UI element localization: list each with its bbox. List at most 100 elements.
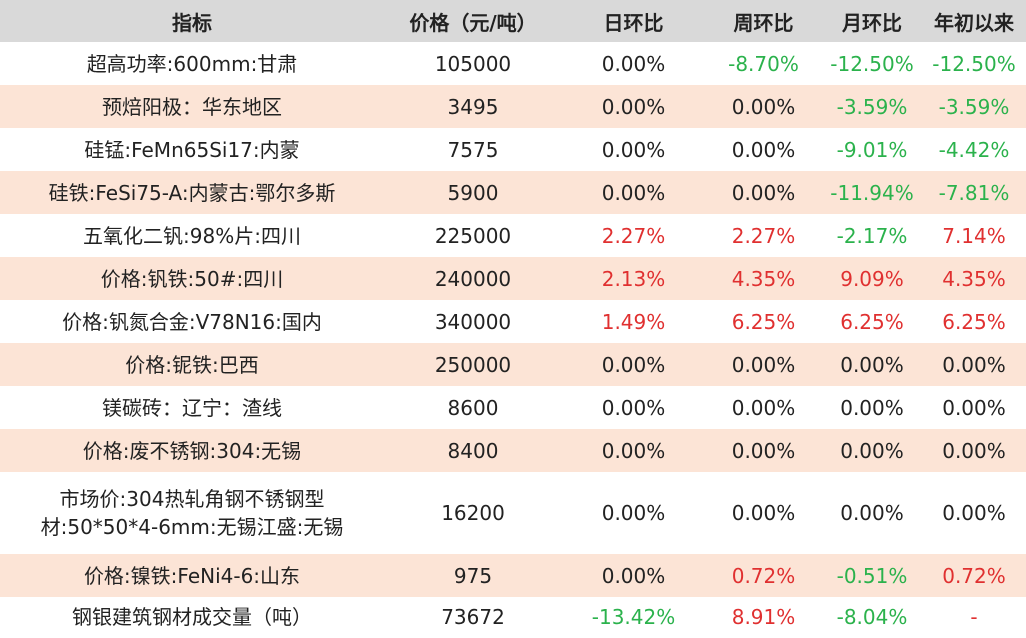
- table-row: 价格:铌铁:巴西 250000 0.00% 0.00% 0.00% 0.00%: [0, 343, 1026, 386]
- cell-ytd-change: -7.81%: [922, 171, 1026, 214]
- cell-indicator: 价格:钒氮合金:V78N16:国内: [62, 309, 322, 334]
- cell-ytd-change: -3.59%: [922, 85, 1026, 128]
- cell-month-change: 0.00%: [822, 343, 922, 386]
- cell-ytd-change: -: [970, 605, 978, 629]
- cell-ytd-change: 0.00%: [922, 343, 1026, 386]
- cell-price: 225000: [434, 223, 512, 248]
- cell-indicator: 价格:钒铁:50#:四川: [0, 257, 384, 300]
- cell-day-change: 2.13%: [562, 257, 705, 300]
- cell-day-change: 0.00%: [601, 395, 666, 420]
- cell-price: 240000: [384, 257, 562, 300]
- cell-ytd-change: 6.25%: [942, 309, 1006, 334]
- cell-indicator: 五氧化二钒:98%片:四川: [83, 223, 301, 248]
- cell-price: 8400: [384, 429, 562, 472]
- cell-ytd-change: 0.00%: [922, 429, 1026, 472]
- cell-day-change: 0.00%: [601, 501, 666, 525]
- cell-ytd-change: 0.00%: [942, 501, 1006, 525]
- cell-ytd-change: 0.72%: [922, 554, 1026, 597]
- cell-month-change: -0.51%: [822, 554, 922, 597]
- cell-indicator: 钢银建筑钢材成交量（吨）: [72, 605, 312, 629]
- header-day-change: 日环比: [562, 0, 705, 42]
- cell-indicator: 超高功率:600mm:甘肃: [86, 51, 298, 76]
- cell-month-change: -8.04%: [836, 605, 908, 629]
- table-row: 硅铁:FeSi75-A:内蒙古:鄂尔多斯 5900 0.00% 0.00% -11.94…: [0, 171, 1026, 214]
- cell-price: 5900: [384, 171, 562, 214]
- cell-week-change: 6.25%: [731, 309, 796, 334]
- cell-day-change: 0.00%: [601, 51, 666, 76]
- table-header: 指标 价格（元/吨） 日环比 周环比 月环比 年初以来: [0, 0, 1026, 42]
- header-row: 指标 价格（元/吨） 日环比 周环比 月环比 年初以来: [0, 0, 1026, 42]
- table-row: 硅锰:FeMn65Si17:内蒙 7575 0.00% 0.00% -9.01% -4.4…: [0, 128, 1026, 171]
- cell-indicator: 镁碳砖：辽宁：渣线: [102, 395, 282, 420]
- cell-month-change: -9.01%: [836, 137, 908, 162]
- cell-price: 975: [384, 554, 562, 597]
- cell-price: 73672: [441, 605, 505, 629]
- table-row: 钢银建筑钢材成交量（吨） 73672 -13.42% 8.91% -8.04% -: [0, 597, 1026, 637]
- cell-day-change: 0.00%: [562, 171, 705, 214]
- cell-indicator: 价格:镍铁:FeNi4-6:山东: [0, 554, 384, 597]
- cell-month-change: 0.00%: [840, 395, 904, 420]
- table-row: 预焙阳极：华东地区 3495 0.00% 0.00% -3.59% -3.59%: [0, 85, 1026, 128]
- cell-ytd-change: 4.35%: [922, 257, 1026, 300]
- cell-week-change: 0.00%: [705, 171, 822, 214]
- cell-month-change: -2.17%: [836, 223, 908, 248]
- cell-day-change: 1.49%: [601, 309, 666, 334]
- cell-week-change: 0.00%: [705, 85, 822, 128]
- cell-week-change: 0.72%: [705, 554, 822, 597]
- cell-day-change: 0.00%: [562, 429, 705, 472]
- cell-ytd-change: 0.00%: [942, 395, 1006, 420]
- table-row: 价格:镍铁:FeNi4-6:山东 975 0.00% 0.72% -0.51% 0.72%: [0, 554, 1026, 597]
- header-indicator: 指标: [0, 0, 384, 42]
- cell-month-change: 9.09%: [822, 257, 922, 300]
- cell-price: 250000: [384, 343, 562, 386]
- cell-indicator: 硅铁:FeSi75-A:内蒙古:鄂尔多斯: [0, 171, 384, 214]
- cell-day-change: 0.00%: [601, 137, 666, 162]
- header-ytd-change: 年初以来: [922, 0, 1026, 42]
- table-row: 镁碳砖：辽宁：渣线 8600 0.00% 0.00% 0.00% 0.00%: [0, 386, 1026, 429]
- table-row: 超高功率:600mm:甘肃 105000 0.00% -8.70% -12.50% -12…: [0, 42, 1026, 85]
- cell-week-change: 0.00%: [731, 137, 796, 162]
- cell-price: 16200: [441, 501, 505, 525]
- cell-day-change: 0.00%: [562, 343, 705, 386]
- table-row: 价格:废不锈钢:304:无锡 8400 0.00% 0.00% 0.00% 0.00%: [0, 429, 1026, 472]
- cell-day-change: 2.27%: [601, 223, 666, 248]
- cell-day-change: 0.00%: [562, 554, 705, 597]
- cell-price: 3495: [384, 85, 562, 128]
- cell-month-change: -3.59%: [822, 85, 922, 128]
- cell-indicator: 预焙阳极：华东地区: [0, 85, 384, 128]
- table-body: 超高功率:600mm:甘肃 105000 0.00% -8.70% -12.50% -12…: [0, 42, 1026, 637]
- cell-indicator: 市场价:304热轧角钢不锈钢型材:50*50*4-6mm:无锡江盛:无锡: [40, 487, 344, 539]
- cell-day-change: 0.00%: [562, 85, 705, 128]
- cell-ytd-change: 7.14%: [942, 223, 1006, 248]
- cell-week-change: 0.00%: [731, 395, 796, 420]
- cell-month-change: 6.25%: [840, 309, 904, 334]
- cell-month-change: -12.50%: [830, 51, 914, 76]
- cell-month-change: 0.00%: [840, 501, 904, 525]
- cell-week-change: 2.27%: [731, 223, 796, 248]
- cell-week-change: 0.00%: [731, 501, 796, 525]
- header-month-change: 月环比: [822, 0, 922, 42]
- cell-indicator: 硅锰:FeMn65Si17:内蒙: [84, 137, 300, 162]
- header-price: 价格（元/吨）: [384, 0, 562, 42]
- cell-week-change: 0.00%: [705, 343, 822, 386]
- cell-price: 7575: [447, 137, 499, 162]
- table-row: 市场价:304热轧角钢不锈钢型材:50*50*4-6mm:无锡江盛:无锡 1620…: [0, 472, 1026, 554]
- cell-week-change: 4.35%: [705, 257, 822, 300]
- cell-week-change: 0.00%: [705, 429, 822, 472]
- table-row: 五氧化二钒:98%片:四川 225000 2.27% 2.27% -2.17% 7.14%: [0, 214, 1026, 257]
- cell-price: 340000: [434, 309, 512, 334]
- cell-week-change: -8.70%: [728, 51, 799, 76]
- cell-ytd-change: -12.50%: [932, 51, 1016, 76]
- cell-week-change: 8.91%: [731, 605, 796, 629]
- cell-price: 8600: [447, 395, 499, 420]
- cell-month-change: 0.00%: [822, 429, 922, 472]
- table-row: 价格:钒氮合金:V78N16:国内 340000 1.49% 6.25% 6.25% 6.…: [0, 300, 1026, 343]
- header-week-change: 周环比: [705, 0, 822, 42]
- cell-month-change: -11.94%: [822, 171, 922, 214]
- cell-indicator: 价格:废不锈钢:304:无锡: [0, 429, 384, 472]
- table-row: 价格:钒铁:50#:四川 240000 2.13% 4.35% 9.09% 4.35%: [0, 257, 1026, 300]
- cell-day-change: -13.42%: [591, 605, 676, 629]
- cell-indicator: 价格:铌铁:巴西: [0, 343, 384, 386]
- cell-ytd-change: -4.42%: [938, 137, 1010, 162]
